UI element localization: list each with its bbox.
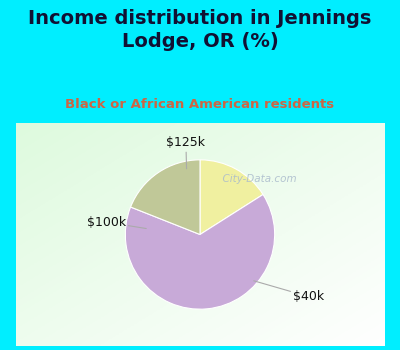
Text: Black or African American residents: Black or African American residents bbox=[66, 98, 334, 111]
Wedge shape bbox=[200, 160, 263, 235]
Text: City-Data.com: City-Data.com bbox=[216, 174, 296, 183]
Text: $100k: $100k bbox=[86, 216, 146, 229]
Wedge shape bbox=[125, 195, 275, 309]
Wedge shape bbox=[130, 160, 200, 235]
Text: Income distribution in Jennings
Lodge, OR (%): Income distribution in Jennings Lodge, O… bbox=[28, 9, 372, 51]
Text: $125k: $125k bbox=[166, 136, 206, 169]
Text: $40k: $40k bbox=[254, 281, 324, 303]
